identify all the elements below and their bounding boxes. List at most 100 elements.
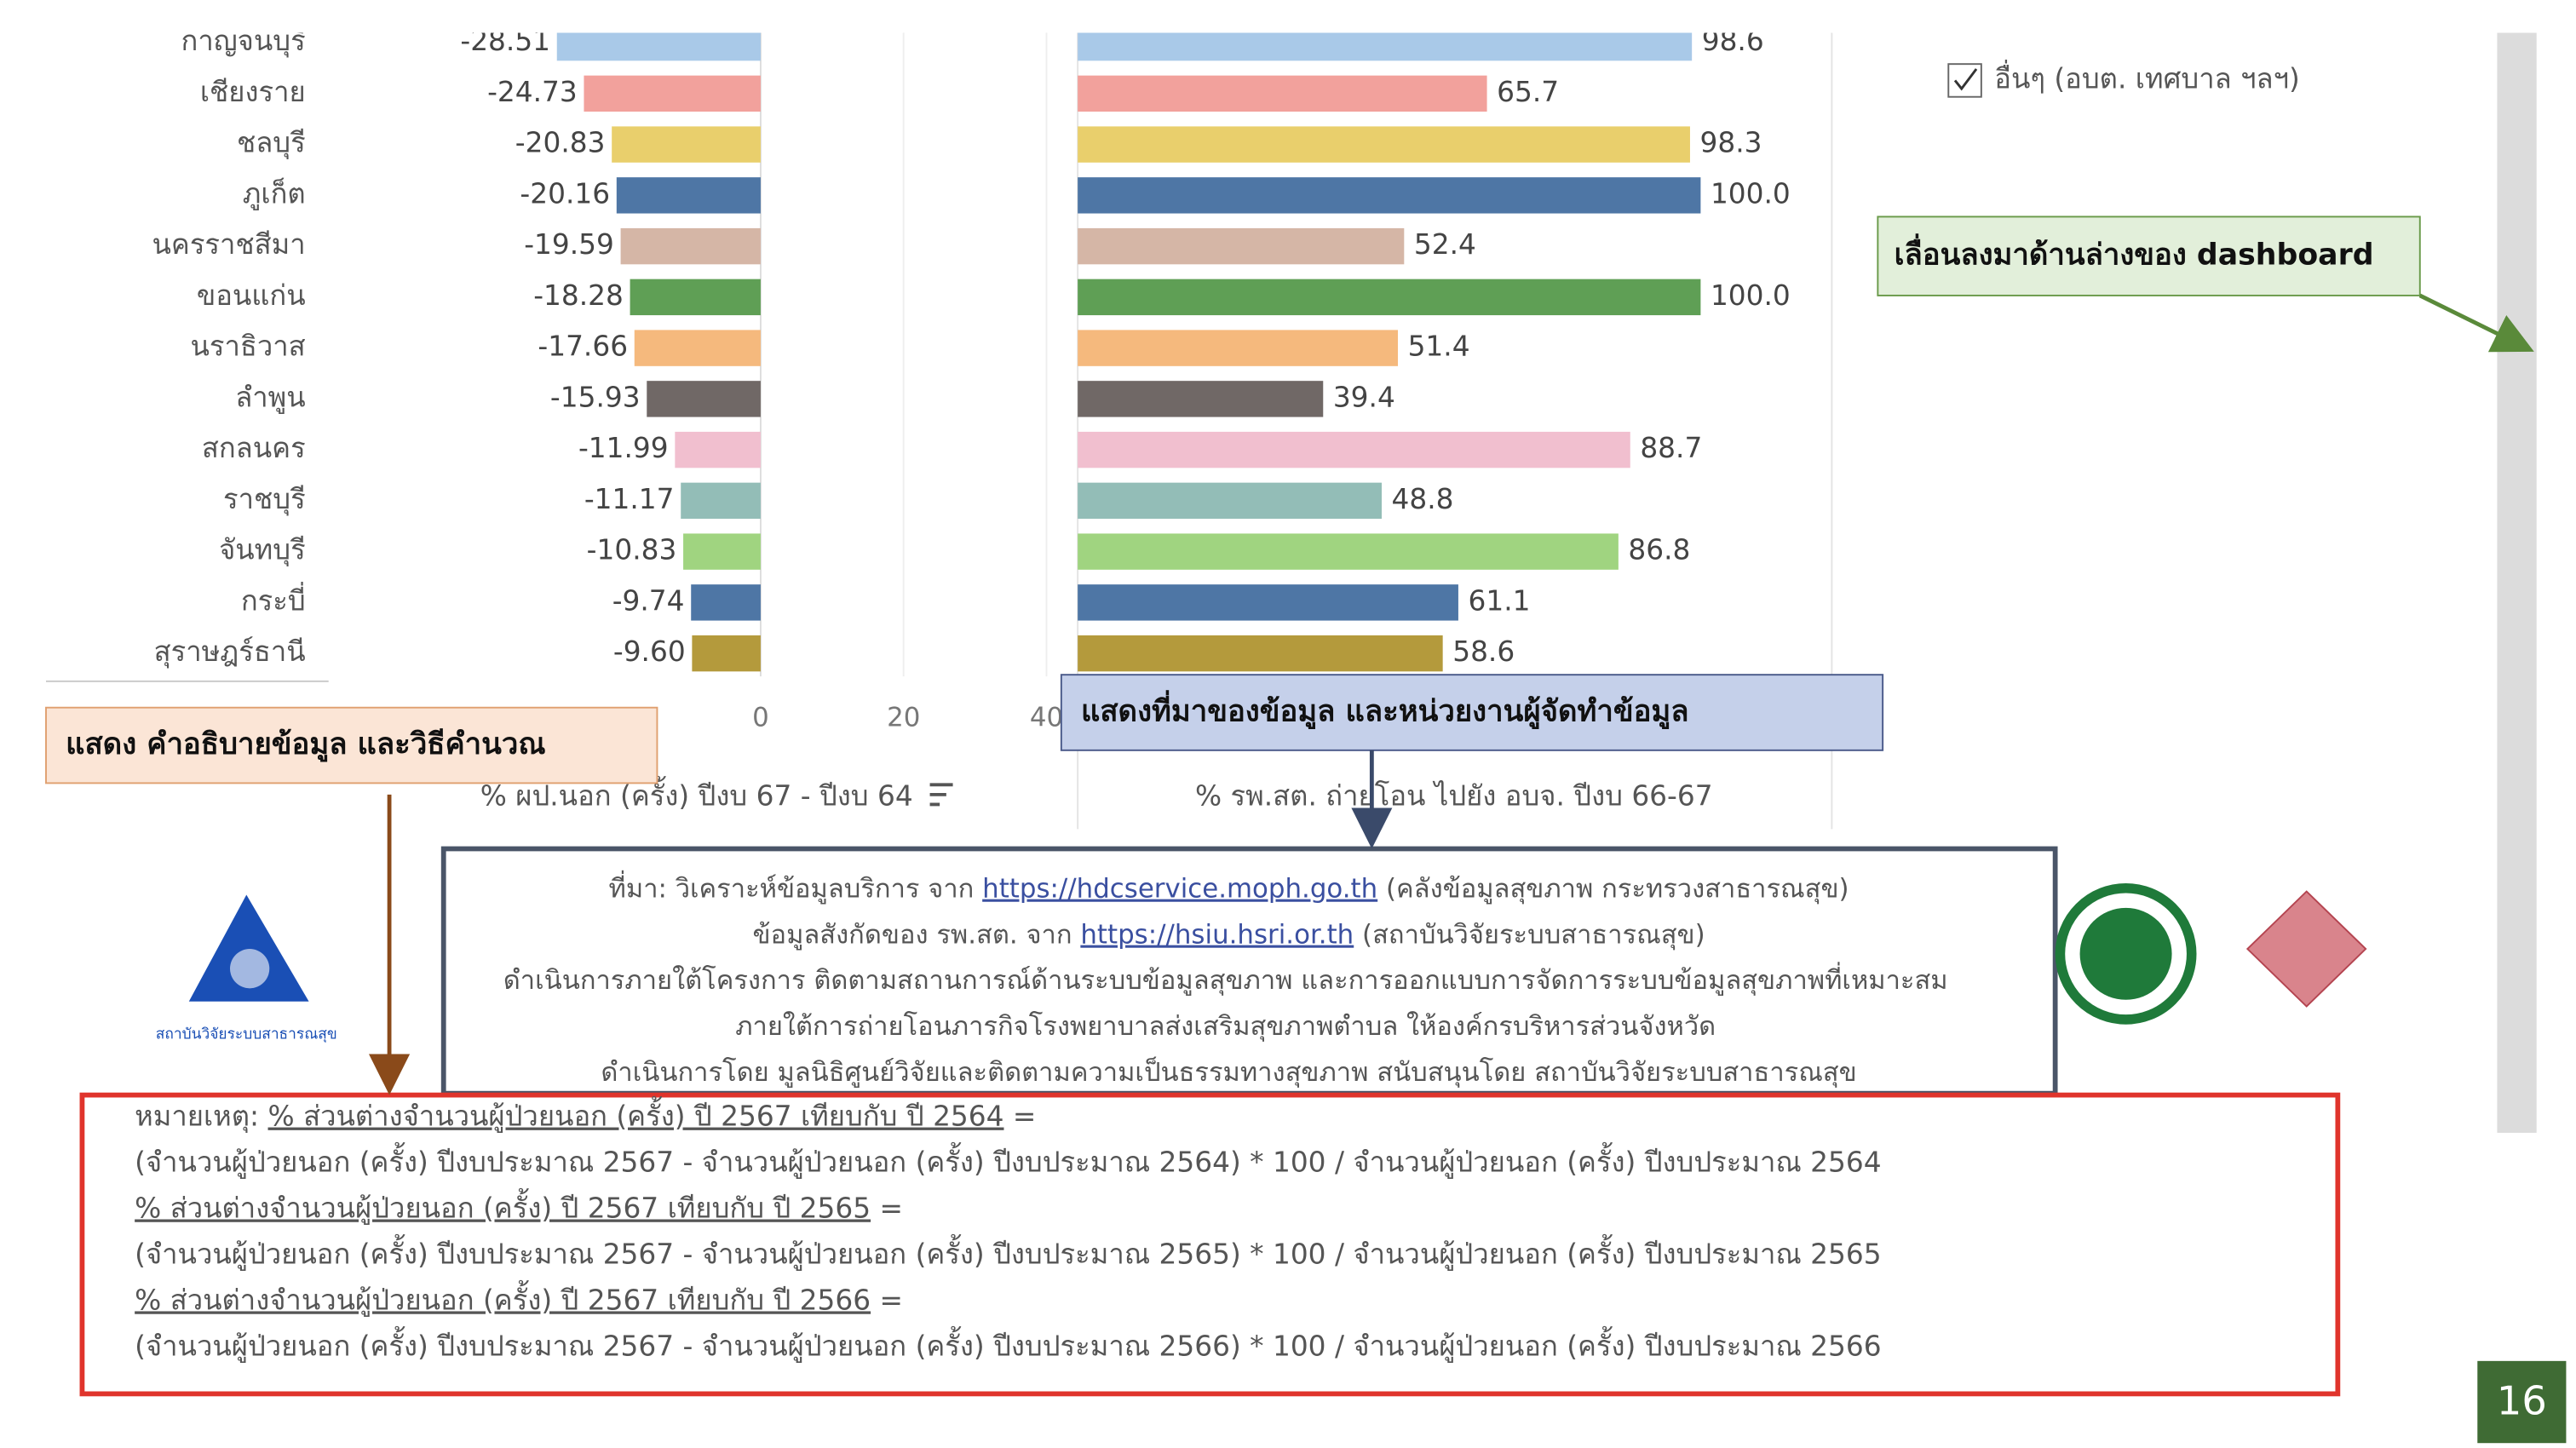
bar: [647, 381, 761, 417]
bar: [630, 279, 761, 316]
category-label: นราธิวาส: [190, 330, 305, 363]
source-line: ดำเนินการภายใต้โครงการ ติดตามสถานการณ์ด้…: [503, 962, 1948, 997]
x-tick-label: 40: [1030, 703, 1063, 733]
category-label: ภูเก็ต: [243, 176, 306, 210]
bar: [634, 330, 761, 366]
category-label: ราชบุรี: [223, 483, 306, 516]
value-label: 98.3: [1700, 127, 1762, 159]
callout: [1877, 215, 2421, 296]
bar: [681, 482, 761, 520]
category-label: นครราชสีมา: [152, 228, 306, 261]
axis-title: % รพ.สต. ถ่ายโอน ไปยัง อบจ. ปีงบ 66-67: [1195, 780, 1713, 813]
note-formula: (จำนวนผู้ป่วยนอก (ครั้ง) ปีงบประมาณ 2567…: [135, 1142, 1881, 1180]
note-formula: (จำนวนผู้ป่วยนอก (ครั้ง) ปีงบประมาณ 2567…: [135, 1325, 1881, 1363]
note-title: % ส่วนต่างจำนวนผู้ป่วยนอก (ครั้ง) ปี 256…: [135, 1279, 871, 1317]
check-icon: [1953, 68, 1978, 91]
note-title: % ส่วนต่างจำนวนผู้ป่วยนอก (ครั้ง) ปี 256…: [135, 1188, 871, 1226]
value-label: 88.7: [1640, 432, 1702, 464]
source-line: ข้อมูลสังกัดของ รพ.สต. จาก https://hsiu.…: [752, 919, 1705, 951]
checkbox-label: อื่นๆ (อบต. เทศบาล ฯลฯ): [1994, 59, 2300, 95]
bar: [616, 177, 761, 214]
callout-text: แสดง คำอธิบายข้อมูล และวิธีคำนวณ: [66, 727, 545, 762]
bar: [675, 431, 761, 468]
value-label: -17.66: [538, 330, 628, 363]
bar: [1078, 635, 1443, 672]
value-label: 61.1: [1469, 584, 1531, 617]
bar: [1078, 482, 1382, 520]
value-label: 48.8: [1392, 483, 1454, 515]
category-label: สุราษฎร์ธานี: [154, 635, 306, 669]
category-label: กระบี่: [241, 581, 306, 617]
value-label: -11.99: [578, 432, 669, 464]
bar: [1078, 177, 1701, 214]
value-label: 86.8: [1628, 534, 1690, 566]
dashboard: 0 20 40 กาญจนบุรี -28.51 เชียงราย -24.73 ชลบุรี…: [46, 25, 1833, 830]
source-box: [440, 846, 2058, 1096]
note-line: หมายเหตุ: % ส่วนต่างจำนวนผู้ป่วยนอก (ครั…: [135, 1096, 1036, 1134]
callout-text: แสดงที่มาของข้อมูล และหน่วยงานผู้จัดทำข้…: [1081, 690, 1689, 730]
value-label: 51.4: [1408, 330, 1470, 363]
bar: [1078, 227, 1405, 265]
logo: [2245, 890, 2367, 1008]
sort-icon[interactable]: [929, 783, 953, 807]
note-equals: =: [880, 1284, 903, 1316]
bar: [1078, 75, 1487, 112]
bar: [584, 75, 761, 112]
logo: [2079, 907, 2172, 1000]
page-number-box: [2477, 1360, 2567, 1444]
callout-text: เลื่อนลงมาด้านล่างของ dashboard: [1895, 233, 2374, 273]
value-label: 65.7: [1497, 76, 1559, 108]
category-label: ลำพูน: [235, 381, 306, 414]
category-label: ขอนแก่น: [197, 279, 306, 312]
source-line: ดำเนินการโดย มูลนิธิศูนย์วิจัยและติดตามค…: [601, 1056, 1856, 1089]
link[interactable]: https://hsiu.hsri.or.th: [1080, 919, 1354, 950]
logo: [188, 894, 309, 1002]
value-label: -9.74: [612, 584, 685, 617]
value-label: -11.17: [584, 483, 675, 515]
note-formula: (จำนวนผู้ป่วยนอก (ครั้ง) ปีงบประมาณ 2567…: [135, 1233, 1881, 1271]
value-label: 98.6: [1702, 25, 1764, 57]
scrollbar[interactable]: [2497, 32, 2537, 1133]
bar: [1078, 126, 1690, 163]
value-label: -24.73: [487, 76, 578, 108]
bar: [556, 32, 761, 61]
value-label: 100.0: [1711, 279, 1791, 312]
bar: [692, 635, 761, 672]
page-number: 16: [2497, 1377, 2547, 1423]
arrow: [2418, 293, 2534, 353]
note-line: % ส่วนต่างจำนวนผู้ป่วยนอก (ครั้ง) ปี 256…: [135, 1279, 903, 1317]
callout: [45, 706, 658, 784]
value-label: -18.28: [533, 279, 624, 312]
note-prefix: หมายเหตุ:: [135, 1100, 259, 1134]
value-label: -15.93: [550, 381, 641, 413]
bar: [683, 533, 761, 570]
category-label: จันทบุรี: [219, 534, 306, 567]
category-label: สกลนคร: [202, 432, 306, 464]
category-label: กาญจนบุรี: [181, 25, 306, 58]
source-line: ภายใต้การถ่ายโอนภารกิจโรงพยาบาลส่งเสริมส…: [735, 1011, 1716, 1043]
bar: [691, 584, 761, 621]
notes: หมายเหตุ: % ส่วนต่างจำนวนผู้ป่วยนอก (ครั…: [135, 1096, 1881, 1364]
bar: [1078, 431, 1630, 468]
value-label: -28.51: [460, 25, 550, 57]
value-label: -20.83: [515, 127, 606, 159]
logo: [230, 949, 270, 989]
x-tick-label: 20: [887, 703, 920, 733]
category-label: เชียงราย: [200, 76, 306, 108]
note-title: % ส่วนต่างจำนวนผู้ป่วยนอก (ครั้ง) ปี 256…: [268, 1096, 1004, 1134]
bar: [1078, 584, 1458, 621]
logo-text: สถาบันวิจัยระบบสาธารณสุข: [156, 1026, 337, 1043]
note-equals: =: [1013, 1100, 1036, 1133]
value-label: -9.60: [613, 635, 686, 668]
bar: [1078, 533, 1619, 570]
callout: [1060, 674, 1884, 751]
note-line: % ส่วนต่างจำนวนผู้ป่วยนอก (ครั้ง) ปี 256…: [135, 1188, 903, 1226]
bar: [612, 126, 761, 163]
link[interactable]: https://hdcservice.moph.go.th: [982, 873, 1377, 904]
category-label: ชลบุรี: [237, 127, 306, 160]
note-equals: =: [880, 1192, 903, 1225]
value-label: 39.4: [1333, 381, 1395, 413]
value-label: 58.6: [1452, 635, 1515, 668]
